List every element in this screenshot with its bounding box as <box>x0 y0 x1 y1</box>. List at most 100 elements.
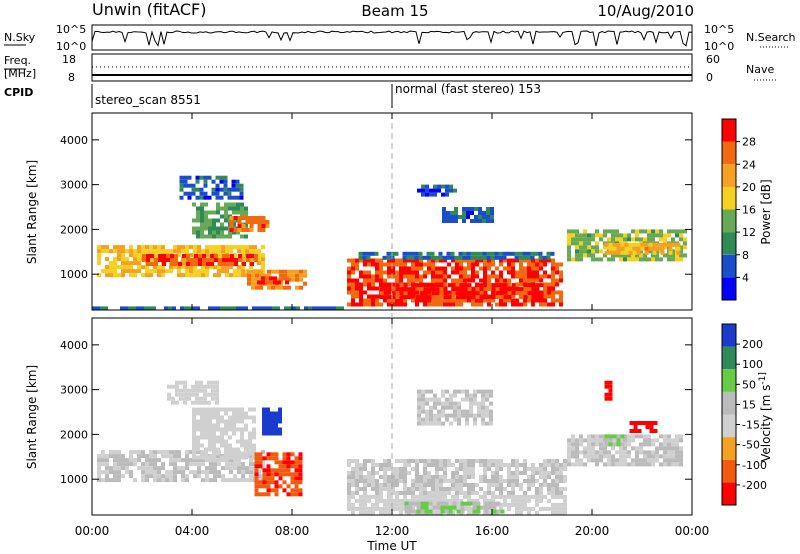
heatmap-cell <box>224 411 228 416</box>
heatmap-cell <box>559 510 563 515</box>
heatmap-cell <box>463 494 467 499</box>
heatmap-cell <box>551 467 555 471</box>
heatmap-cell <box>109 454 113 459</box>
heatmap-cell <box>503 290 507 295</box>
heatmap-cell <box>371 278 375 283</box>
heatmap-cell <box>224 306 228 311</box>
heatmap-cell <box>527 494 531 499</box>
heatmap-cell <box>395 491 399 495</box>
heatmap-cell <box>627 442 631 447</box>
heatmap-cell <box>359 502 363 507</box>
heatmap-cell <box>262 456 267 461</box>
heatmap-cell <box>659 257 663 262</box>
heatmap-cell <box>174 258 178 262</box>
heatmap-cell <box>387 510 391 515</box>
heatmap-cell <box>487 262 491 267</box>
heatmap-cell <box>258 452 263 457</box>
heatmap-cell <box>415 498 419 503</box>
heatmap-cell <box>466 207 470 211</box>
heatmap-cell <box>611 257 615 262</box>
heatmap-cell <box>217 462 221 467</box>
heatmap-cell <box>619 257 623 262</box>
heatmap-cell <box>240 455 244 460</box>
heatmap-cell <box>443 491 447 495</box>
heatmap-cell <box>177 273 181 278</box>
heatmap-cell <box>450 215 454 219</box>
nsky-tick-low: 10^0 <box>56 40 86 53</box>
heatmap-cell <box>539 487 543 491</box>
heatmap-cell <box>555 506 559 511</box>
heatmap-cell <box>109 269 113 274</box>
heatmap-cell <box>204 226 208 231</box>
heatmap-cell <box>503 463 507 467</box>
heatmap-cell <box>515 298 519 303</box>
heatmap-cell <box>644 250 649 255</box>
heatmap-cell <box>141 462 145 467</box>
heatmap-cell <box>223 187 228 192</box>
heatmap-cell <box>187 195 192 200</box>
heatmap-cell <box>419 475 423 479</box>
heatmap-cell <box>219 175 224 180</box>
heatmap-cell <box>177 466 181 471</box>
heatmap-cell <box>266 480 271 485</box>
heatmap-cell <box>437 188 441 193</box>
heatmap-cell <box>675 438 679 443</box>
heatmap-cell <box>523 302 527 307</box>
heatmap-cell <box>427 479 431 483</box>
heatmap-cell <box>425 389 429 394</box>
heatmap-cell <box>429 188 433 193</box>
heatmap-cell <box>469 397 473 402</box>
heatmap-cell <box>224 407 228 412</box>
heatmap-cell <box>635 462 639 467</box>
heatmap-cell <box>407 471 411 475</box>
heatmap-cell <box>274 480 279 485</box>
heatmap-cell <box>679 257 683 262</box>
colorbar-tick-label: 50 <box>742 378 756 391</box>
heatmap-cell <box>463 467 467 471</box>
heatmap-cell <box>427 506 431 511</box>
heatmap-cell <box>212 407 216 412</box>
heatmap-cell <box>161 265 165 270</box>
heatmap-cell <box>366 251 371 256</box>
heatmap-cell <box>228 427 232 432</box>
heatmap-cell <box>395 291 400 296</box>
heatmap-cell <box>227 187 232 192</box>
heatmap-cell <box>303 269 307 274</box>
heatmap-cell <box>391 491 395 495</box>
heatmap-cell <box>656 242 661 247</box>
heatmap-cell <box>383 502 387 507</box>
heatmap-cell <box>261 280 265 285</box>
heatmap-cell <box>375 298 379 303</box>
heatmap-cell <box>527 506 531 511</box>
heatmap-cell <box>446 215 450 219</box>
heatmap-cell <box>551 262 555 267</box>
heatmap-cell <box>121 466 125 471</box>
heatmap-cell <box>274 431 278 436</box>
heatmap-cell <box>571 446 575 451</box>
heatmap-cell <box>244 222 248 227</box>
heatmap-cell <box>125 458 129 463</box>
heatmap-cell <box>652 242 657 247</box>
heatmap-cell <box>487 467 491 471</box>
heatmap-cell <box>363 479 367 483</box>
heatmap-cell <box>608 438 613 443</box>
heatmap-cell <box>239 191 244 196</box>
heatmap-cell <box>543 483 547 487</box>
heatmap-cell <box>355 294 359 299</box>
heatmap-cell <box>117 454 121 459</box>
heatmap-cell <box>249 245 253 250</box>
heatmap-cell <box>523 287 528 292</box>
heatmap-cell <box>479 295 484 300</box>
heatmap-cell <box>194 262 198 266</box>
heatmap-cell <box>387 270 391 275</box>
heatmap-cell <box>228 423 232 428</box>
heatmap-cell <box>252 447 256 452</box>
heatmap-cell <box>249 474 253 479</box>
heatmap-cell <box>599 257 603 262</box>
heatmap-cell <box>455 506 459 511</box>
heatmap-cell <box>379 487 383 491</box>
heatmap-cell <box>551 294 555 299</box>
heatmap-cell <box>153 478 157 483</box>
heatmap-cell <box>411 258 415 263</box>
heatmap-cell <box>200 411 204 416</box>
